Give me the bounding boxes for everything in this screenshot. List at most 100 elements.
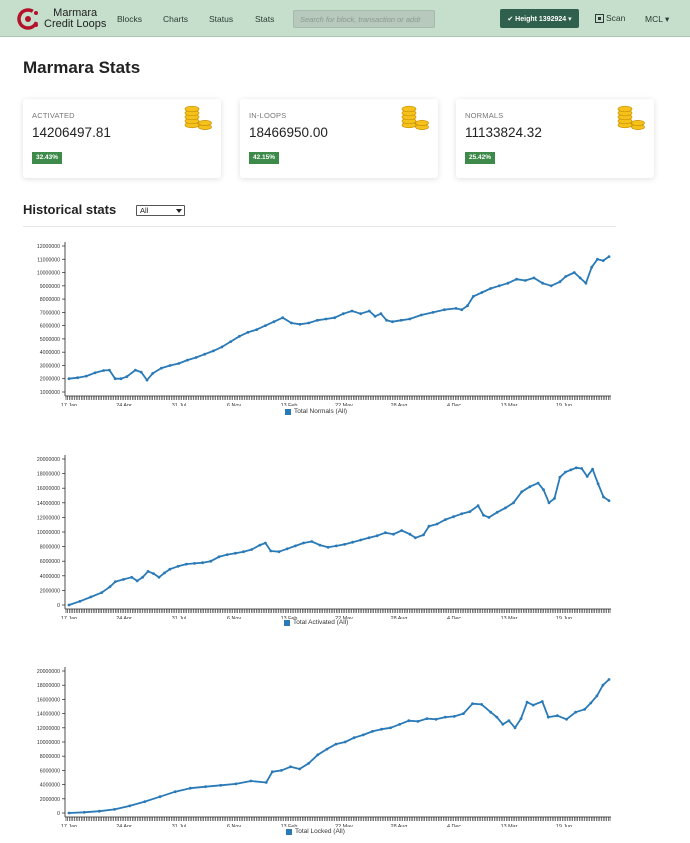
x-tick-label: 22 May	[335, 616, 353, 619]
chart-legend[interactable]: Total Locked (All)	[286, 828, 345, 835]
x-tick-label: 17 Jan	[61, 403, 77, 406]
data-point	[139, 370, 143, 374]
percent-badge: 42.15%	[249, 152, 280, 164]
nav-link-status[interactable]: Status	[209, 14, 234, 24]
block-height-button[interactable]: ✔ Height 1392924 ▾	[500, 9, 579, 28]
data-point	[318, 543, 322, 547]
data-point	[389, 726, 392, 730]
data-point	[564, 275, 568, 278]
data-point	[246, 330, 250, 334]
data-point	[596, 257, 599, 261]
brand-logo-link[interactable]: Marmara Credit Loops	[16, 5, 106, 33]
y-tick-label: 4000000	[40, 783, 60, 789]
data-point	[590, 265, 594, 269]
scan-button[interactable]: Scan	[595, 13, 625, 23]
data-point	[298, 767, 301, 771]
x-tick-label: 31 Jul	[172, 403, 186, 406]
series-line	[68, 466, 610, 606]
data-point	[380, 727, 383, 731]
data-point	[558, 280, 562, 284]
data-point	[399, 318, 403, 322]
time-range-select[interactable]: All	[136, 205, 185, 216]
chart-legend[interactable]: Total Normals (All)	[285, 408, 347, 415]
data-point	[194, 356, 198, 359]
data-point	[359, 538, 363, 542]
y-tick-label: 7000000	[40, 310, 60, 316]
y-tick-label: 2000000	[40, 588, 60, 594]
data-point	[258, 543, 262, 547]
data-point	[78, 599, 82, 603]
data-point	[97, 809, 101, 813]
data-point	[280, 769, 283, 772]
data-point	[220, 345, 224, 349]
data-point	[408, 532, 412, 536]
series-line	[68, 678, 610, 814]
coins-icon	[617, 105, 645, 130]
y-tick-label: 3000000	[40, 363, 60, 369]
data-point	[578, 276, 582, 280]
chart-total-locked: 20000000 18000000 16000000 14000000 12000000…	[23, 661, 623, 843]
data-point	[504, 506, 507, 510]
data-point	[193, 562, 196, 565]
data-point	[264, 781, 268, 784]
y-tick-label: 12000000	[37, 515, 60, 521]
y-tick-label: 0	[57, 811, 60, 817]
data-point	[549, 284, 553, 288]
data-point	[307, 761, 311, 765]
nav-link-charts[interactable]: Charts	[163, 14, 189, 24]
data-point	[201, 561, 205, 565]
x-axis-minor-ticks	[65, 396, 611, 400]
legend-label: Total Locked (All)	[295, 828, 345, 835]
search-input[interactable]: Search for block, transaction or addr	[293, 10, 435, 28]
stat-card-activated: ACTIVATED 14206497.81 32.43%	[23, 99, 221, 178]
data-point	[373, 314, 377, 318]
data-point	[602, 495, 605, 499]
data-point	[315, 318, 319, 322]
nav-link-stats[interactable]: Stats	[255, 14, 275, 24]
data-point	[422, 533, 425, 537]
x-tick-label: 4 Dec	[447, 403, 461, 406]
x-tick-label: 17 Jan	[61, 616, 77, 619]
x-tick-label: 24 Apr	[116, 824, 132, 827]
data-point	[67, 377, 71, 381]
data-point	[203, 352, 207, 356]
data-point	[564, 470, 567, 474]
x-tick-label: 28 Aug	[391, 824, 408, 827]
data-point	[67, 603, 71, 607]
data-point	[264, 541, 267, 545]
data-point	[367, 536, 371, 540]
legend-swatch	[286, 828, 292, 835]
legend-swatch	[285, 408, 291, 415]
data-point	[497, 284, 501, 288]
data-point	[93, 371, 97, 375]
x-tick-label: 19 Jun	[556, 824, 572, 827]
currency-dropdown[interactable]: MCL ▾	[645, 14, 670, 24]
data-point	[583, 707, 587, 711]
data-point	[444, 518, 447, 521]
legend-label: Total Normals (All)	[294, 408, 348, 415]
data-point	[607, 255, 611, 258]
data-point	[572, 271, 576, 274]
data-point	[186, 358, 189, 362]
y-tick-label: 10000000	[37, 271, 60, 277]
coins-icon	[184, 105, 212, 130]
data-point	[277, 550, 281, 554]
data-point	[298, 322, 302, 326]
data-point	[427, 524, 431, 528]
chart-total-activated: 20000000 18000000 16000000 14000000 12000000…	[23, 449, 623, 635]
data-point	[443, 308, 446, 312]
data-point	[379, 312, 383, 316]
chart-legend[interactable]: Total Activated (All)	[284, 619, 348, 626]
y-tick-label: 11000000	[37, 257, 60, 263]
data-point	[482, 513, 485, 517]
y-tick-label: 10000000	[37, 530, 60, 536]
data-point	[163, 571, 166, 575]
data-point	[350, 309, 354, 313]
y-tick-label: 6000000	[40, 324, 60, 330]
nav-link-blocks[interactable]: Blocks	[117, 14, 143, 24]
data-point	[272, 320, 276, 324]
data-point	[398, 722, 402, 726]
y-tick-label: 9000000	[40, 284, 60, 290]
brand-name: Marmara Credit Loops	[44, 8, 106, 30]
data-point	[113, 377, 117, 381]
